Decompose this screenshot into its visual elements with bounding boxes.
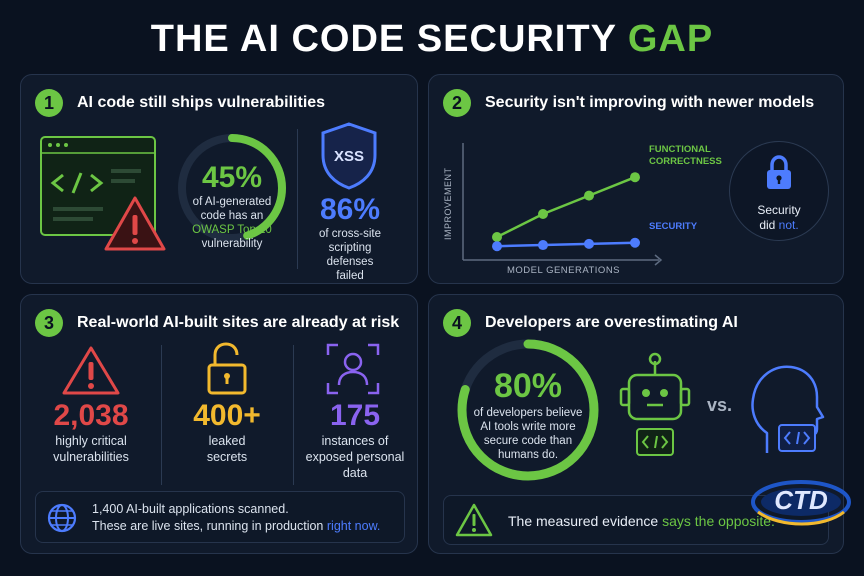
vs-text: vs.	[707, 395, 733, 415]
stat-caption-line: leaked	[208, 434, 246, 448]
progress-ring-80	[453, 335, 603, 490]
stat-value: 400+	[193, 399, 261, 432]
line-chart	[437, 135, 727, 285]
info-line: 1,400 AI-built applications scanned.	[92, 502, 289, 516]
stat-caption-line: exposed personal	[305, 450, 405, 464]
panel-title: Developers are overestimating AI	[485, 314, 738, 331]
data-point	[538, 240, 548, 251]
warning-icon	[454, 502, 494, 543]
stat-caption-line: of cross-site	[319, 228, 381, 240]
series-label-line: FUNCTIONAL	[649, 144, 711, 155]
stat-caption-line: data	[342, 466, 368, 480]
stat-caption-line: AI tools write more	[480, 421, 576, 433]
panel-number: 2	[443, 89, 471, 117]
progress-ring-45	[173, 129, 291, 252]
stat-caption-line: highly critical	[55, 434, 127, 448]
panel-number: 1	[35, 89, 63, 117]
panel-number: 3	[35, 309, 63, 337]
stat-86-block: 86% of cross-site scripting defenses fai…	[305, 193, 395, 283]
series-line-1	[496, 241, 636, 248]
person-scan-icon	[326, 343, 380, 400]
lock-icon	[765, 155, 793, 196]
title-main: THE AI CODE SECURITY	[150, 18, 617, 60]
data-point	[630, 237, 640, 248]
page-title: THE AI CODE SECURITY GAP	[0, 18, 864, 61]
scan-info-text: 1,400 AI-built applications scanned. The…	[92, 501, 380, 535]
stat-caption-line: secure code than	[483, 435, 573, 447]
stat-caption-line: instances of	[321, 434, 389, 448]
warning-icon	[61, 345, 121, 402]
panel-title: Real-world AI-built sites are already at…	[77, 314, 400, 331]
divider	[161, 345, 162, 485]
y-axis-label: IMPROVEMENT	[443, 167, 453, 240]
evidence-highlight: says the opposite.	[662, 513, 775, 529]
divider	[293, 345, 294, 485]
robot-icon	[619, 351, 699, 466]
padlock-open-icon	[205, 341, 249, 402]
series-label-security: SECURITY	[649, 221, 698, 232]
human-head-icon	[745, 355, 825, 470]
x-axis-arrow	[654, 254, 663, 266]
data-point	[584, 190, 594, 201]
data-point	[584, 238, 594, 249]
x-axis-label: MODEL GENERATIONS	[507, 265, 621, 276]
title-accent: GAP	[627, 18, 714, 60]
divider	[297, 129, 298, 269]
series-label-functional: FUNCTIONAL CORRECTNESS	[649, 144, 722, 168]
panel-security-not-improving: 2 Security isn't improving with newer mo…	[428, 74, 844, 284]
callout-highlight: not.	[778, 218, 799, 232]
stat-45-block: 45% of AI-generated code has an OWASP To…	[177, 161, 287, 251]
stat-leaked-secrets: 400+ leaked secrets	[171, 399, 283, 465]
series-label-line: CORRECTNESS	[649, 156, 722, 167]
callout-line: Security	[757, 203, 801, 217]
stat-caption-line: secrets	[206, 450, 248, 464]
stat-caption-line: vulnerabilities	[53, 450, 129, 464]
data-point	[492, 241, 502, 252]
callout-text: Security did not.	[729, 203, 829, 233]
stat-value: 45%	[201, 161, 263, 194]
stat-caption-line: of AI-generated	[192, 196, 272, 208]
stat-caption-line: scripting defenses	[326, 242, 374, 268]
stat-value: 175	[329, 399, 381, 432]
stat-caption-line: vulnerability	[201, 238, 263, 250]
info-line: These are live sites, running in product…	[92, 519, 324, 533]
stat-critical-vulns: 2,038 highly critical vulnerabilities	[31, 399, 151, 465]
panel-number: 4	[443, 309, 471, 337]
ring-progress	[457, 339, 599, 481]
ctd-logo	[750, 472, 852, 535]
stat-value: 80%	[493, 367, 563, 405]
data-point	[538, 209, 548, 219]
globe-icon	[46, 502, 78, 539]
scan-info-box: 1,400 AI-built applications scanned. The…	[35, 491, 405, 543]
warning-icon	[103, 195, 167, 258]
stat-caption-line: failed	[336, 270, 364, 282]
stat-caption-line: humans do.	[497, 449, 559, 461]
evidence-text: The measured evidence says the opposite.	[508, 513, 775, 529]
series-line-0	[496, 176, 636, 239]
stat-exposed-data: 175 instances of exposed personal data	[297, 399, 413, 481]
data-point	[630, 172, 640, 183]
panel-real-world-risk: 3 Real-world AI-built sites are already …	[20, 294, 418, 554]
info-highlight: right now.	[326, 519, 381, 533]
callout-word: did	[759, 218, 776, 232]
ring-progress	[178, 134, 286, 242]
stat-80-block: 80% of developers believe AI tools write…	[463, 367, 593, 462]
shield-label: XSS	[333, 148, 364, 165]
stat-caption-line: code has an	[200, 210, 264, 222]
panel-title: Security isn't improving with newer mode…	[485, 94, 815, 111]
shield-icon	[319, 121, 379, 196]
ctd-logo-text: CTD	[774, 485, 828, 515]
stat-value: 2,038	[53, 399, 129, 432]
stat-caption-highlight: OWASP Top 10	[192, 224, 272, 236]
panel-ai-code-vulnerabilities: 1 AI code still ships vulnerabilities 45…	[20, 74, 418, 284]
evidence-line: The measured evidence	[508, 513, 659, 529]
panel-title: AI code still ships vulnerabilities	[77, 94, 326, 111]
data-point	[492, 232, 502, 242]
stat-value: 86%	[319, 193, 381, 226]
stat-caption-line: of developers believe	[473, 407, 583, 419]
